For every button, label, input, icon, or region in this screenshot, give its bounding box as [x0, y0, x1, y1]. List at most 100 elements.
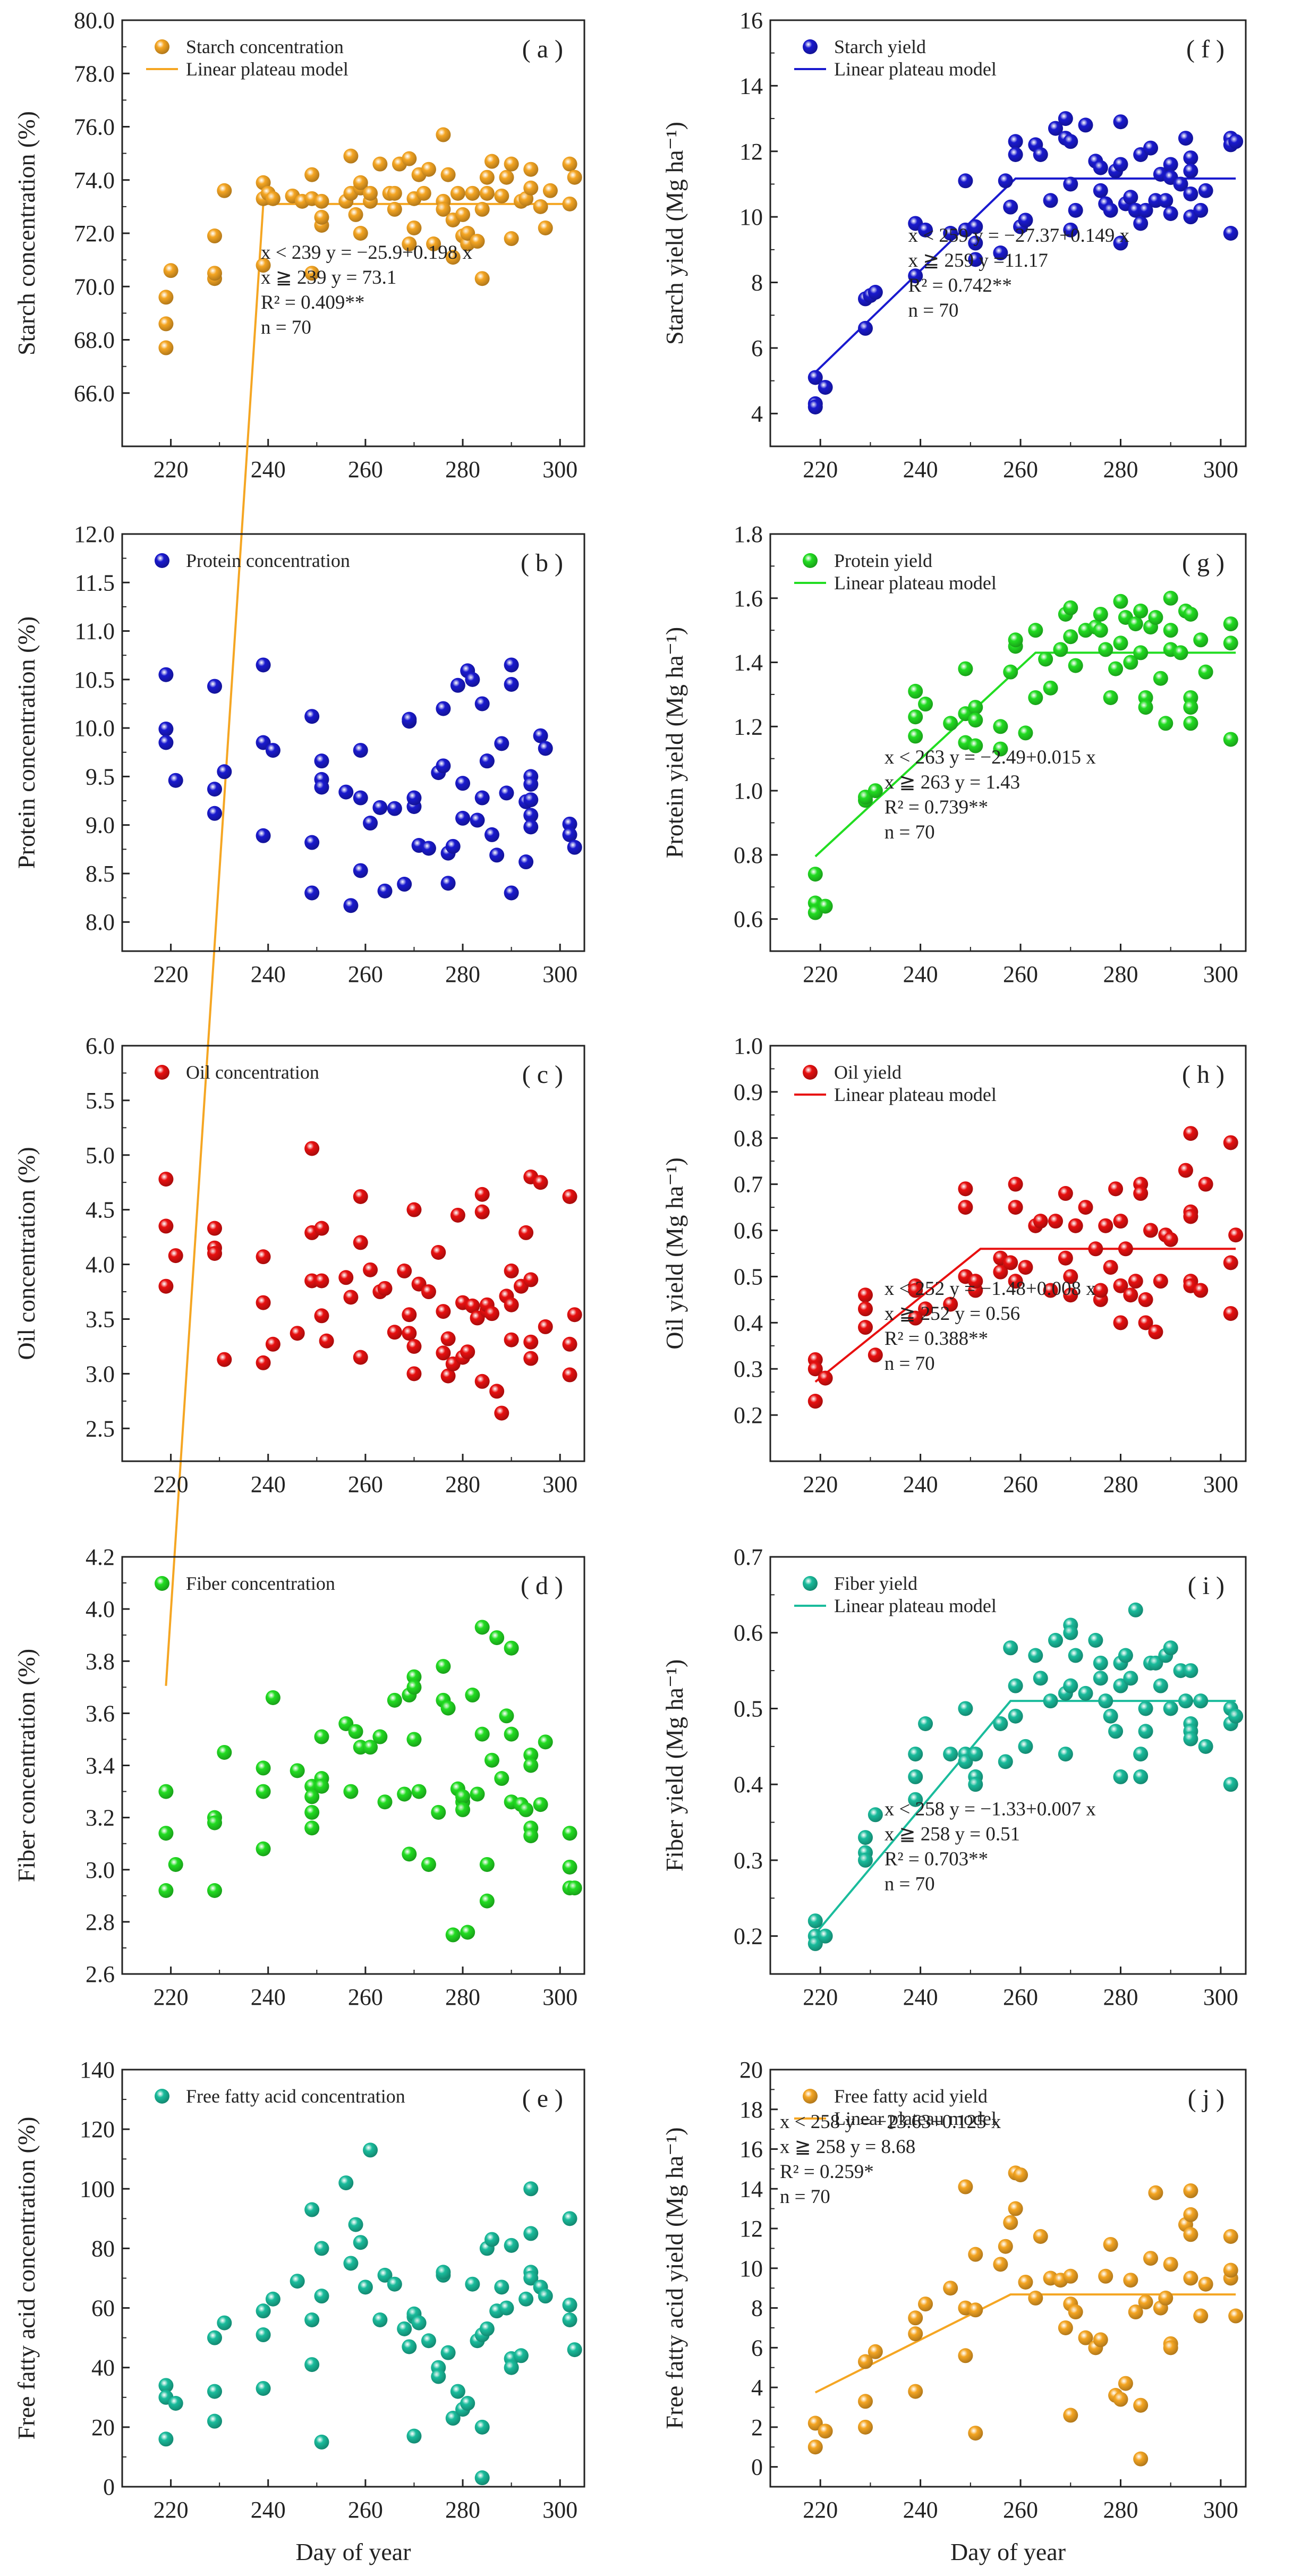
y-tick-label: 8	[751, 270, 763, 296]
data-point	[908, 1769, 923, 1784]
x-tick-label: 300	[1203, 456, 1238, 482]
y-tick-label: 20	[91, 2414, 115, 2441]
data-point	[158, 667, 174, 682]
data-point	[1053, 642, 1068, 657]
data-point	[256, 1784, 271, 1799]
data-point	[1018, 213, 1033, 228]
y-tick-label: 2	[751, 2414, 763, 2441]
data-point	[499, 785, 514, 801]
data-point	[1148, 1324, 1163, 1340]
data-point	[304, 266, 320, 281]
x-tick-label: 280	[1103, 1471, 1138, 1497]
data-point	[411, 2315, 427, 2331]
data-point	[436, 701, 451, 716]
legend-label-points: Free fatty acid yield	[834, 2086, 988, 2107]
data-point	[858, 2354, 873, 2369]
data-point	[387, 2276, 402, 2292]
legend-marker	[803, 2089, 818, 2104]
legend-marker	[155, 39, 169, 54]
data-point	[1133, 2451, 1149, 2467]
data-point	[1008, 1200, 1023, 1215]
data-point	[1118, 1241, 1133, 1257]
data-point	[421, 841, 436, 856]
data-point	[158, 1826, 174, 1841]
y-tick-label: 0.3	[734, 1848, 763, 1874]
data-point	[562, 827, 577, 842]
data-point	[868, 1807, 883, 1823]
y-tick-label: 2.6	[86, 1961, 115, 1987]
data-point	[1123, 2273, 1138, 2288]
y-tick-label: 0.4	[734, 1310, 763, 1336]
data-point	[436, 1659, 451, 1674]
data-point	[1183, 186, 1198, 201]
data-point	[402, 1846, 417, 1862]
data-point	[943, 2281, 958, 2296]
equation-line: R² = 0.739**	[885, 796, 988, 818]
x-tick-label: 280	[445, 456, 480, 482]
x-tick-label: 240	[903, 961, 938, 987]
y-tick-label: 12.0	[74, 521, 115, 547]
y-tick-label: 66.0	[74, 380, 115, 406]
data-point	[440, 876, 456, 891]
y-tick-label: 1.8	[734, 521, 763, 547]
data-point	[304, 2357, 320, 2372]
data-point	[372, 156, 388, 172]
data-point	[1043, 680, 1058, 696]
legend: Free fatty acid concentration	[155, 2086, 405, 2107]
data-point	[1103, 202, 1118, 218]
data-point	[256, 258, 271, 273]
data-point	[158, 1784, 174, 1799]
x-tick-label: 260	[348, 456, 383, 482]
data-point	[1178, 131, 1193, 146]
data-point	[470, 812, 485, 828]
data-point	[1028, 2290, 1043, 2306]
data-point	[1058, 111, 1073, 126]
data-point	[1178, 1693, 1193, 1709]
panel-g: 220 240 260 280 300 0.6 0.8 1.0 1.2 1.4 1.6 1.8 Prot…	[661, 521, 1247, 987]
data-point	[163, 263, 178, 278]
y-tick-label: 5.0	[86, 1142, 115, 1168]
data-point	[465, 185, 480, 201]
equation-line: n = 70	[261, 317, 311, 338]
data-point	[343, 898, 359, 913]
data-point	[474, 1187, 490, 1202]
x-tick-label: 220	[154, 456, 189, 482]
data-point	[1143, 2251, 1158, 2266]
data-point	[1063, 1287, 1078, 1303]
data-point	[217, 764, 232, 779]
data-point	[968, 219, 983, 234]
data-point	[402, 1307, 417, 1323]
data-point	[993, 741, 1008, 757]
y-tick-label: 3.0	[86, 1361, 115, 1387]
y-tick-label: 0.7	[734, 1544, 763, 1570]
x-tick-label: 300	[542, 1471, 577, 1497]
data-point	[265, 2291, 280, 2307]
data-point	[304, 2202, 320, 2217]
data-point	[348, 207, 363, 222]
data-point	[523, 1334, 539, 1350]
data-point	[1028, 623, 1043, 638]
x-tick-label: 260	[348, 1471, 383, 1497]
x-tick-label: 220	[154, 2497, 189, 2523]
data-point	[1018, 725, 1033, 741]
data-point	[158, 290, 174, 305]
data-point	[256, 1295, 271, 1310]
data-point	[533, 1797, 548, 1812]
data-point	[1223, 1777, 1238, 1792]
legend-label-model: Linear plateau model	[834, 2108, 997, 2129]
data-point	[484, 1752, 499, 1768]
data-point	[958, 1200, 973, 1215]
data-point	[1008, 1678, 1023, 1693]
data-point	[1133, 216, 1149, 231]
data-point	[207, 2330, 222, 2345]
data-point	[314, 779, 329, 795]
data-point	[858, 320, 873, 336]
y-tick-label: 8.0	[86, 909, 115, 935]
data-point	[968, 700, 983, 715]
data-point	[1103, 690, 1118, 705]
data-point	[1128, 616, 1143, 632]
data-point	[377, 883, 393, 899]
data-point	[1108, 1724, 1124, 1739]
data-point	[421, 1857, 436, 1872]
